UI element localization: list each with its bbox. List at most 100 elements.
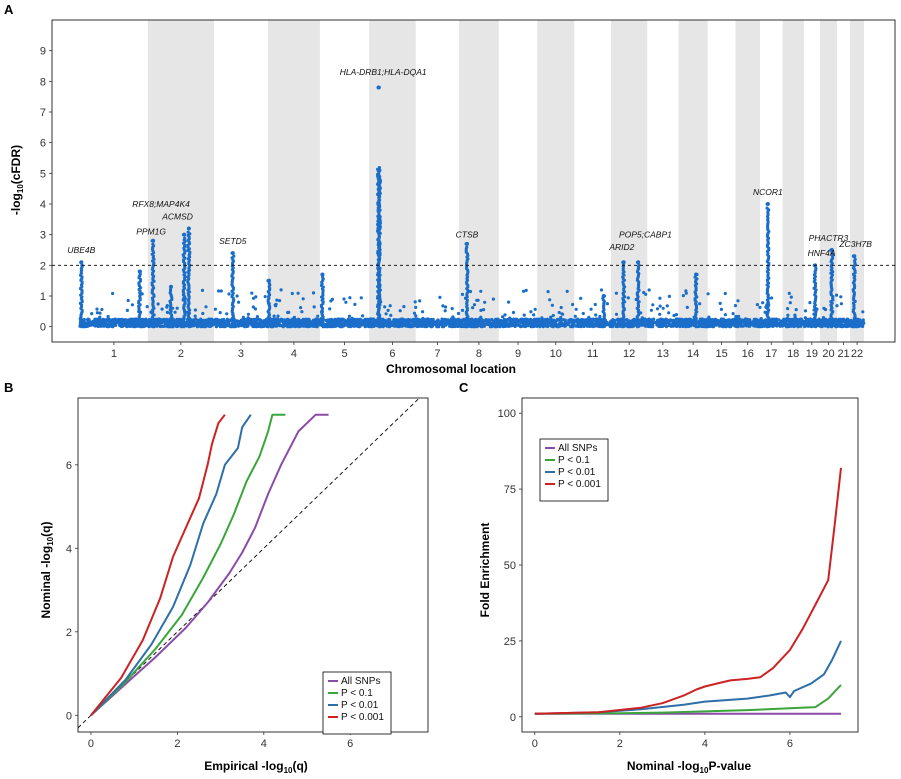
chromosome-bands — [147, 20, 864, 342]
legend-label: P < 0.001 — [558, 479, 601, 490]
chromosome-label: 11 — [587, 348, 598, 360]
gene-annotations: UBE4B PPM1G RFX8;MAP4K4 ACMSD SETD5 HLA-DRB1;… — [67, 67, 872, 258]
series-line-p-0-001 — [534, 467, 842, 715]
x-tick-label: 0 — [88, 738, 94, 750]
y-tick-label: 0 — [66, 710, 72, 722]
chromosome-label: 1 — [111, 348, 117, 360]
chromosome-label: 9 — [515, 348, 521, 360]
chromosome-band-18 — [782, 20, 804, 342]
y-tick-label: 3 — [40, 230, 46, 242]
panel-c-x-axis-label: Nominal -log10P-value — [627, 759, 752, 775]
chromosome-label: 21 — [837, 348, 849, 360]
panel-b-y-ticks: 0 2 4 6 — [66, 460, 78, 722]
y-tick-label: 0 — [40, 322, 46, 334]
gene-label: ZC3H7B — [838, 239, 872, 249]
chromosome-label: 2 — [178, 348, 184, 360]
chromosome-label: 18 — [787, 348, 799, 360]
y-tick-label: 6 — [40, 138, 46, 150]
chromosome-label: 5 — [341, 348, 347, 360]
legend-label: P < 0.01 — [341, 700, 379, 711]
panel-b-x-ticks: 0 2 4 6 — [88, 732, 353, 750]
chromosome-label: 7 — [434, 348, 440, 360]
chromosome-label: 19 — [806, 348, 818, 360]
series-line-p-0-001 — [90, 414, 226, 716]
gene-label: ACMSD — [161, 211, 193, 221]
y-tick-label: 4 — [66, 543, 72, 555]
legend-label: P < 0.001 — [341, 712, 384, 723]
chromosome-band-4 — [267, 20, 320, 342]
chromosome-band-2 — [147, 20, 214, 342]
panel-c-x-ticks: 0 2 4 6 — [532, 732, 793, 750]
chromosome-band-12 — [611, 20, 648, 342]
y-tick-label: 4 — [40, 199, 46, 211]
x-tick-label: 0 — [532, 738, 538, 750]
series-line-p-0-1 — [90, 413, 286, 717]
gene-label: NCOR1 — [753, 187, 783, 197]
series-line-p-0-1 — [534, 684, 842, 715]
panel-a-letter: A — [4, 2, 14, 17]
chromosome-band-6 — [369, 20, 416, 342]
x-tick-label: 2 — [174, 738, 180, 750]
y-tick-label: 6 — [66, 460, 72, 472]
x-tick-label: 4 — [702, 738, 708, 750]
chromosome-label: 14 — [687, 348, 699, 360]
panel-c-series-lines — [534, 467, 842, 715]
chromosome-band-10 — [537, 20, 575, 342]
x-tick-label: 6 — [787, 738, 793, 750]
series-line-all-snps — [90, 413, 329, 717]
chromosome-label: 13 — [657, 348, 669, 360]
snp-points — [78, 85, 866, 329]
panel-a-y-ticks: 0 1 2 3 4 5 6 7 8 9 — [40, 46, 52, 334]
chromosome-label: 12 — [623, 348, 635, 360]
y-tick-label: 5 — [40, 168, 46, 180]
x-tick-label: 6 — [347, 738, 353, 750]
chromosome-label: 8 — [476, 348, 482, 360]
gene-label: CTSB — [456, 230, 479, 240]
x-tick-label: 2 — [617, 738, 623, 750]
panel-b-x-axis-label: Empirical -log10(q) — [204, 759, 308, 775]
chromosome-label: 6 — [389, 348, 395, 360]
panel-a-x-axis-label: Chromosomal location — [386, 362, 516, 376]
gene-label: HNF4A — [808, 248, 836, 258]
chromosome-label: 10 — [550, 348, 562, 360]
gene-label: SETD5 — [219, 236, 247, 246]
panel-c-y-ticks: 0 25 50 75 100 — [498, 408, 522, 724]
gene-label: UBE4B — [67, 245, 95, 255]
manhattan-points — [78, 85, 866, 329]
chromosome-band-14 — [678, 20, 708, 342]
panel-c-y-axis-label: Fold Enrichment — [478, 523, 492, 618]
gene-label: PPM1G — [136, 227, 166, 237]
legend-label: P < 0.1 — [341, 688, 373, 699]
y-tick-label: 100 — [498, 408, 516, 420]
gene-label: RFX8;MAP4K4 — [132, 199, 190, 209]
panel-a-x-ticks: 1 2 3 4 5 6 7 8 9 10 11 12 13 14 15 16 17 18 19 20 21 22 — [111, 342, 863, 360]
panel-c-letter: C — [459, 380, 469, 395]
y-tick-label: 7 — [40, 107, 46, 119]
legend-label: All SNPs — [558, 443, 597, 454]
panel-a-frame — [51, 19, 896, 343]
chromosome-band-16 — [735, 20, 760, 342]
legend-box — [539, 438, 609, 502]
x-tick-label: 4 — [261, 738, 267, 750]
y-tick-label: 2 — [66, 627, 72, 639]
y-tick-label: 50 — [504, 560, 516, 572]
chromosome-label: 4 — [291, 348, 297, 360]
y-tick-label: 25 — [504, 636, 516, 648]
chromosome-label: 3 — [238, 348, 244, 360]
y-tick-label: 2 — [40, 260, 46, 272]
chromosome-label: 22 — [851, 348, 863, 360]
legend-box — [322, 671, 392, 735]
gene-label: POP5;CABP1 — [619, 230, 672, 240]
gene-label: PHACTR3 — [809, 233, 849, 243]
chromosome-label: 17 — [765, 348, 777, 360]
legend-label: All SNPs — [341, 676, 380, 687]
chromosome-label: 15 — [715, 348, 727, 360]
chromosome-label: 20 — [822, 348, 834, 360]
chromosome-band-20 — [819, 20, 838, 342]
chromosome-band-22 — [850, 20, 864, 342]
